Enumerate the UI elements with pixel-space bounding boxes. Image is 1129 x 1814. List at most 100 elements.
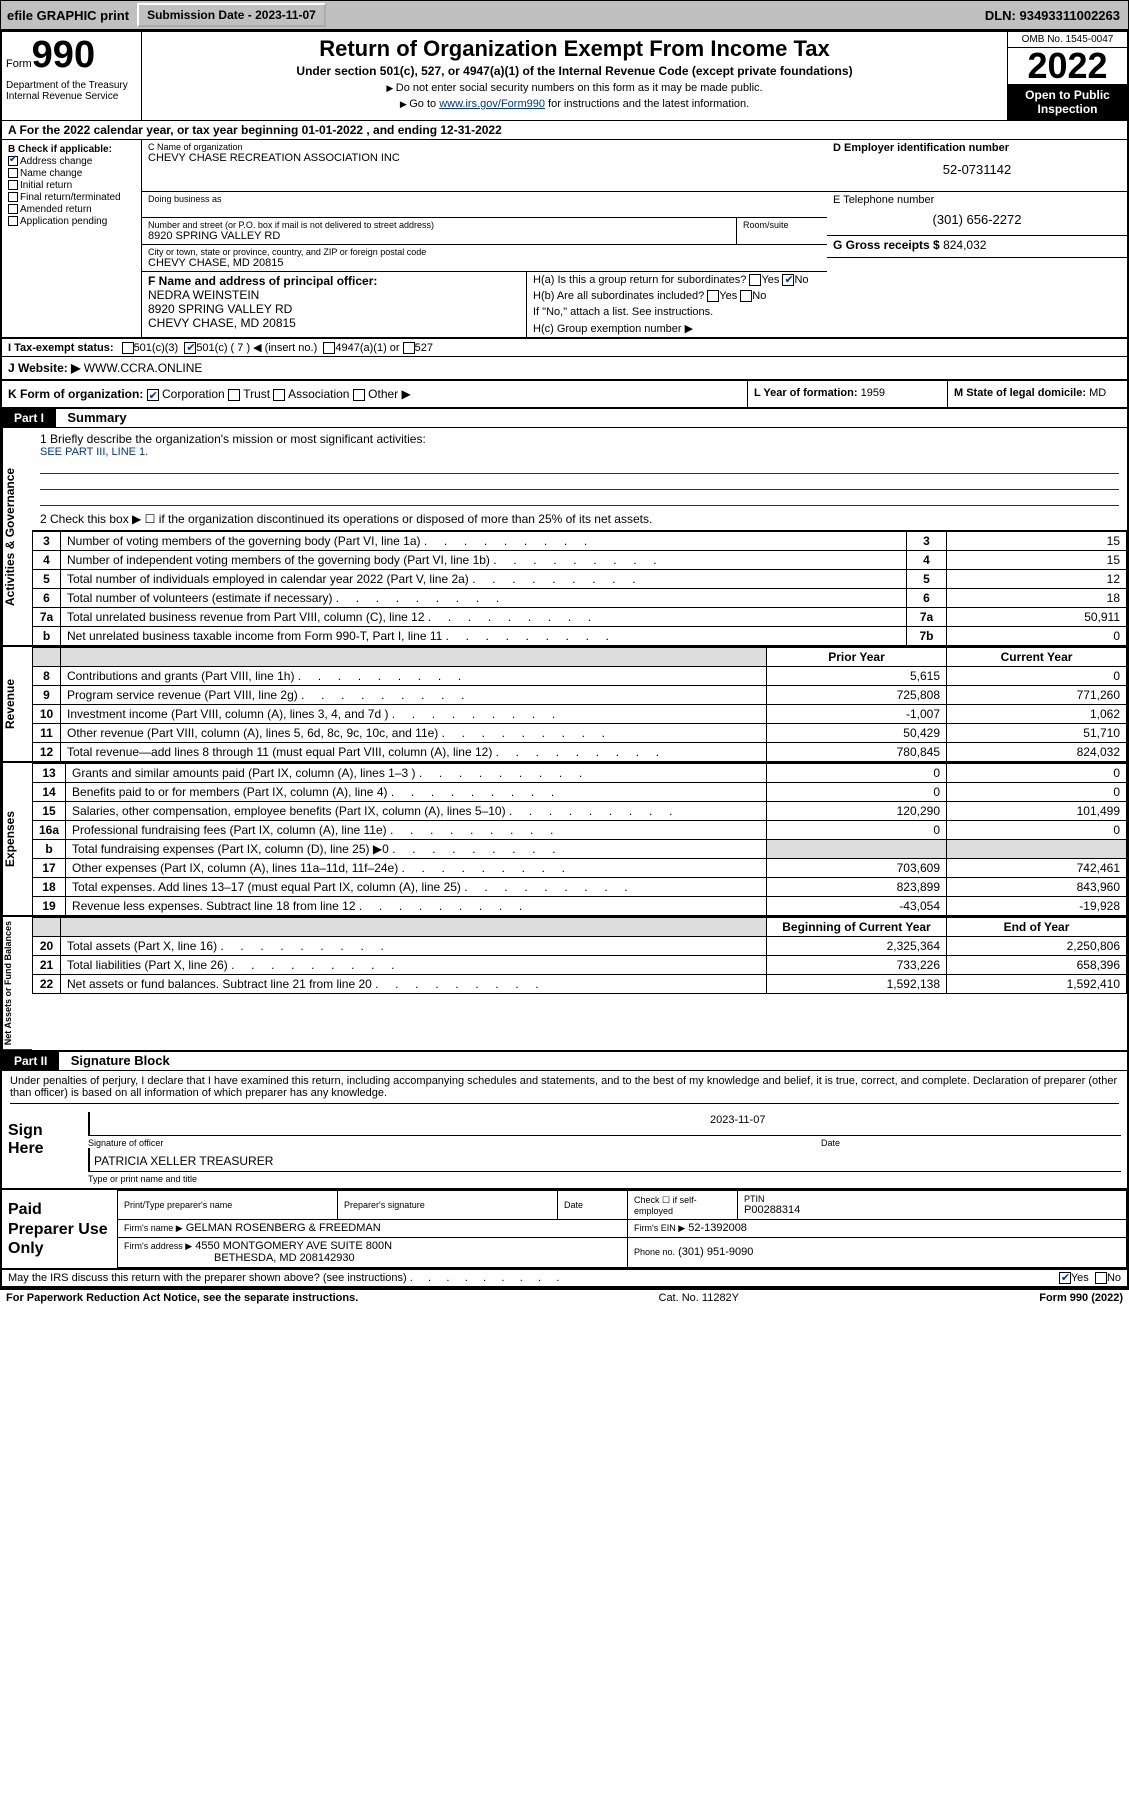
- form-990-number: 990: [32, 34, 95, 76]
- chk-corp[interactable]: [147, 389, 159, 401]
- right-col: D Employer identification number 52-0731…: [827, 140, 1127, 337]
- line-no: 21: [33, 956, 61, 975]
- irs-link[interactable]: www.irs.gov/Form990: [439, 98, 545, 110]
- box-g-gross: G Gross receipts $ 824,032: [827, 236, 1127, 258]
- street-value: 8920 SPRING VALLEY RD: [148, 230, 730, 242]
- chk-assoc[interactable]: [273, 389, 285, 401]
- prior-val: 733,226: [767, 956, 947, 975]
- chk-other[interactable]: [353, 389, 365, 401]
- note-goto: Go to www.irs.gov/Form990 for instructio…: [148, 98, 1001, 110]
- line-no: 17: [33, 859, 66, 878]
- line-desc: Other expenses (Part IX, column (A), lin…: [66, 859, 767, 878]
- open-public-badge: Open to Public Inspection: [1008, 84, 1127, 120]
- name-caption: Type or print name and title: [88, 1174, 1121, 1184]
- box-no: 3: [907, 532, 947, 551]
- prep-h3: Date: [564, 1200, 621, 1210]
- city-label: City or town, state or province, country…: [148, 247, 821, 257]
- revenue-section: Revenue Prior YearCurrent Year8Contribut…: [2, 646, 1127, 762]
- dln-label: DLN: 93493311002263: [985, 8, 1128, 23]
- preparer-table: Print/Type preparer's name Preparer's si…: [117, 1190, 1127, 1268]
- chk-amended-return[interactable]: Amended return: [8, 204, 135, 215]
- sig-officer-caption: Signature of officer: [88, 1138, 821, 1148]
- discuss-yes[interactable]: [1059, 1272, 1071, 1284]
- gov-table: 3Number of voting members of the governi…: [32, 531, 1127, 646]
- chk-name-change[interactable]: Name change: [8, 168, 135, 179]
- part1-badge: Part I: [2, 409, 56, 427]
- dba-box: Doing business as: [142, 192, 827, 218]
- col-hdr: Current Year: [947, 648, 1127, 667]
- yes-box[interactable]: [749, 274, 761, 286]
- line-no: 8: [33, 667, 61, 686]
- prior-val: 725,808: [767, 686, 947, 705]
- entity-grid: B Check if applicable: Address change Na…: [2, 140, 1127, 339]
- city-value: CHEVY CHASE, MD 20815: [148, 257, 821, 269]
- no-box[interactable]: [740, 290, 752, 302]
- chk-application-pending[interactable]: Application pending: [8, 216, 135, 227]
- chk-501c[interactable]: [184, 342, 196, 354]
- prior-val: 703,609: [767, 859, 947, 878]
- chk-address-change[interactable]: Address change: [8, 156, 135, 167]
- officer-h-row: F Name and address of principal officer:…: [142, 272, 827, 337]
- prep-h4: Check ☐ if self-employed: [634, 1195, 731, 1216]
- box-e-phone: E Telephone number (301) 656-2272: [827, 192, 1127, 236]
- chk-501c3[interactable]: [122, 342, 134, 354]
- prior-val: 1,592,138: [767, 975, 947, 994]
- line-desc: Investment income (Part VIII, column (A)…: [61, 705, 767, 724]
- box-h: H(a) Is this a group return for subordin…: [527, 272, 827, 337]
- side-governance: Activities & Governance: [2, 428, 32, 646]
- firm-label: Firm's name ▶: [124, 1223, 183, 1233]
- signature-block: Under penalties of perjury, I declare th…: [2, 1071, 1127, 1108]
- line-val: 15: [947, 551, 1127, 570]
- form-title: Return of Organization Exempt From Incom…: [148, 36, 1001, 62]
- line-desc: Total expenses. Add lines 13–17 (must eq…: [66, 878, 767, 897]
- form-header: Form990 Department of the Treasury Inter…: [2, 32, 1127, 121]
- firm-phone: (301) 951-9090: [678, 1246, 753, 1258]
- org-name-label: C Name of organization: [148, 142, 821, 152]
- efile-label: efile GRAPHIC print: [1, 5, 135, 26]
- chk-527[interactable]: [403, 342, 415, 354]
- form-title-box: Return of Organization Exempt From Incom…: [142, 32, 1007, 120]
- prior-val: 0: [767, 821, 947, 840]
- line-no: 16a: [33, 821, 66, 840]
- current-val: [947, 840, 1127, 859]
- governance-section: Activities & Governance 1 Briefly descri…: [2, 428, 1127, 646]
- line-desc: Number of voting members of the governin…: [61, 532, 907, 551]
- line-no: 22: [33, 975, 61, 994]
- firm-addr-label: Firm's address ▶: [124, 1241, 192, 1251]
- no-box[interactable]: [782, 274, 794, 286]
- h-a: H(a) Is this a group return for subordin…: [527, 272, 827, 288]
- line-desc: Net assets or fund balances. Subtract li…: [61, 975, 767, 994]
- mission-blank: [40, 460, 1119, 474]
- line-no: b: [33, 627, 61, 646]
- part2-title: Signature Block: [63, 1051, 178, 1070]
- submission-date-button[interactable]: Submission Date - 2023-11-07: [137, 3, 326, 27]
- box-f-label: F Name and address of principal officer:: [148, 274, 377, 288]
- discuss-no[interactable]: [1095, 1272, 1107, 1284]
- prior-val: -1,007: [767, 705, 947, 724]
- current-val: 101,499: [947, 802, 1127, 821]
- prior-val: 50,429: [767, 724, 947, 743]
- firm-ein-label: Firm's EIN ▶: [634, 1223, 685, 1233]
- current-val: 1,062: [947, 705, 1127, 724]
- form-word: Form: [6, 58, 32, 70]
- goto-post: for instructions and the latest informat…: [545, 98, 749, 110]
- chk-trust[interactable]: [228, 389, 240, 401]
- yes-box[interactable]: [707, 290, 719, 302]
- chk-initial-return[interactable]: Initial return: [8, 180, 135, 191]
- penalty-declaration: Under penalties of perjury, I declare th…: [10, 1075, 1119, 1104]
- prior-val: 780,845: [767, 743, 947, 762]
- box-d-ein: D Employer identification number 52-0731…: [827, 140, 1127, 192]
- sign-here-label: Sign Here: [2, 1108, 82, 1188]
- chk-4947[interactable]: [323, 342, 335, 354]
- netassets-section: Net Assets or Fund Balances Beginning of…: [2, 916, 1127, 1052]
- line-desc: Contributions and grants (Part VIII, lin…: [61, 667, 767, 686]
- year-box: OMB No. 1545-0047 2022 Open to Public In…: [1007, 32, 1127, 120]
- current-val: 51,710: [947, 724, 1127, 743]
- line-no: 11: [33, 724, 61, 743]
- officer-name: NEDRA WEINSTEIN: [148, 288, 520, 302]
- side-revenue: Revenue: [2, 647, 32, 762]
- prep-h1: Print/Type preparer's name: [124, 1200, 331, 1210]
- line-no: 14: [33, 783, 66, 802]
- chk-final-return[interactable]: Final return/terminated: [8, 192, 135, 203]
- h-b: H(b) Are all subordinates included? Yes …: [527, 288, 827, 304]
